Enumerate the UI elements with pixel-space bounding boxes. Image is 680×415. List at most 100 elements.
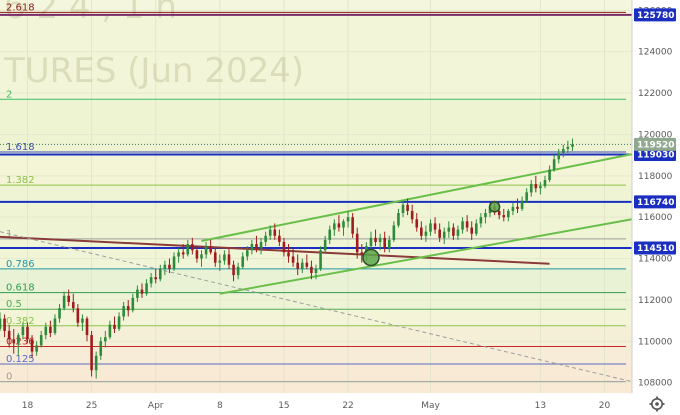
candle-body — [76, 308, 80, 323]
candle-body — [346, 217, 350, 222]
candle-body — [227, 254, 231, 265]
candle-body — [67, 295, 70, 302]
candle-body — [456, 229, 460, 236]
candle-body — [0, 318, 2, 329]
price-tick-label: 114000 — [638, 255, 673, 265]
candle-body — [53, 318, 57, 334]
bg-band — [0, 268, 632, 293]
last-price-box[interactable] — [634, 137, 676, 151]
candle-body — [204, 246, 208, 255]
candle-body — [566, 146, 570, 149]
time-tick-label: 15 — [278, 401, 289, 411]
last-price-label: 119520 — [637, 141, 675, 151]
marker-circle[interactable] — [362, 248, 380, 267]
candle-body — [49, 326, 52, 334]
price-tick-label: 112000 — [638, 296, 673, 306]
candle-body — [571, 144, 574, 147]
candle-body — [319, 250, 322, 269]
price-level-box[interactable] — [634, 241, 676, 255]
marker-circle[interactable] — [488, 201, 501, 213]
candle-body — [209, 246, 212, 253]
trendline-channel-upper[interactable] — [201, 153, 633, 242]
candle-body — [562, 148, 565, 154]
candle-body — [387, 239, 391, 249]
gear-icon[interactable] — [648, 395, 666, 413]
time-tick-label: 13 — [535, 401, 546, 411]
price-level-label: 116740 — [637, 198, 675, 208]
candle-body — [21, 326, 25, 336]
candle-body — [543, 179, 547, 187]
candle-body — [333, 223, 336, 230]
candle-body — [278, 235, 281, 243]
candle-body — [213, 252, 217, 263]
candle-body — [35, 345, 38, 352]
candle-body — [104, 337, 107, 342]
price-level-label: 125780 — [637, 11, 675, 21]
price-tick-label: 116000 — [638, 213, 673, 223]
candle-body — [337, 223, 341, 228]
price-tick-label: 118000 — [638, 172, 673, 182]
candle-body — [548, 169, 551, 180]
watermark-line: TURES (Jun 2024) — [3, 51, 304, 91]
candle-body — [44, 326, 48, 336]
price-tick-label: 110000 — [638, 337, 673, 347]
candle-body — [287, 252, 290, 257]
candle-body — [511, 206, 515, 211]
candle-body — [424, 231, 428, 236]
candle-body — [218, 260, 222, 263]
trendline-dashed-diagonal[interactable] — [0, 231, 633, 383]
bg-band — [0, 325, 632, 347]
candle-body — [223, 254, 226, 261]
candle-body — [255, 244, 258, 249]
candle-body — [465, 221, 469, 228]
candle-body — [351, 217, 354, 234]
fib-level-label: 2.618 — [6, 2, 35, 13]
candle-body — [149, 277, 153, 284]
candle-body — [520, 200, 524, 209]
candle-body — [191, 244, 194, 251]
candle-body — [507, 210, 510, 218]
candle-body — [323, 239, 327, 251]
candle-body — [534, 184, 538, 189]
bg-band — [0, 152, 632, 186]
candle-body — [241, 256, 245, 267]
candle-body — [369, 237, 373, 247]
candle-body — [392, 225, 396, 240]
fib-level-label: 0.786 — [6, 259, 35, 270]
candle-body — [7, 330, 11, 340]
time-tick-label: 18 — [22, 401, 34, 411]
candle-body — [452, 227, 455, 236]
fib-level-label: 0.618 — [6, 283, 35, 294]
bg-band — [0, 238, 632, 269]
candle-body — [17, 335, 20, 344]
price-level-box[interactable] — [634, 148, 676, 162]
candle-body — [378, 237, 382, 243]
trendline-downtrend[interactable] — [0, 235, 550, 265]
candle-body — [447, 227, 451, 232]
candle-body — [250, 244, 254, 251]
candle-body — [259, 242, 263, 249]
fib-level-label: 0.5 — [6, 299, 22, 310]
candle-body — [497, 210, 501, 216]
candle-body — [200, 254, 203, 259]
candle-body — [420, 227, 423, 236]
candle-body — [305, 262, 309, 267]
candle-body — [232, 264, 235, 276]
candle-body — [94, 355, 98, 371]
candle-body — [410, 210, 414, 220]
trendline-channel-lower[interactable] — [219, 218, 633, 295]
candle-body — [12, 339, 16, 344]
candle-body — [282, 242, 286, 253]
price-level-box[interactable] — [634, 195, 676, 209]
candle-body — [406, 204, 409, 211]
candle-body — [516, 206, 519, 209]
price-level-box[interactable] — [634, 8, 676, 22]
candle-body — [470, 227, 474, 234]
time-axis[interactable] — [0, 393, 680, 415]
candle-body — [273, 229, 277, 236]
candle-body — [360, 252, 364, 255]
candle-body — [90, 335, 93, 371]
candle-body — [136, 289, 139, 298]
